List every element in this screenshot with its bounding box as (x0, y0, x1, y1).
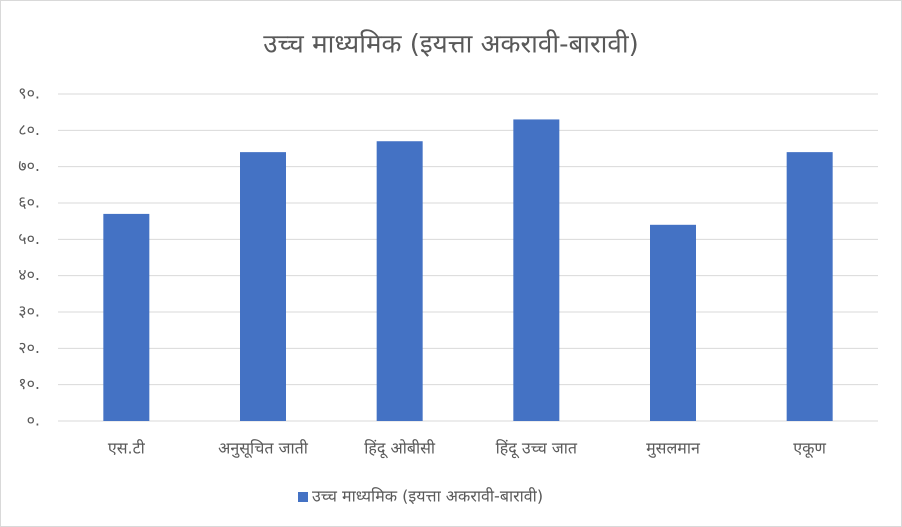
legend-swatch (298, 492, 308, 502)
bar (376, 141, 423, 421)
y-tick-label: ९०. (18, 84, 40, 103)
bar (650, 224, 696, 421)
chart-title: उच्च माध्यमिक (इयत्ता अकरावी-बारावी) (263, 29, 639, 60)
bar (513, 119, 560, 421)
y-tick-label: २०. (18, 338, 40, 357)
y-tick-label: १०. (18, 374, 40, 393)
bar (240, 152, 286, 421)
x-tick-label: एकूण (793, 439, 826, 459)
x-tick-label: अनुसूचित जाती (218, 439, 309, 459)
y-tick-label: ५०. (18, 229, 40, 248)
legend-label: उच्च माध्यमिक (इयत्ता अकरावी-बारावी) (312, 487, 543, 506)
y-tick-label: ०. (27, 411, 40, 430)
x-tick-label: हिंदू ओबीसी (364, 439, 436, 459)
y-tick-label: ७०. (18, 156, 40, 175)
y-tick-label: ३०. (18, 302, 40, 321)
bar (103, 213, 150, 421)
x-tick-label: मुसलमान (646, 439, 701, 459)
y-tick-label: ८०. (18, 120, 40, 139)
bar (786, 152, 833, 421)
y-tick-label: ४०. (18, 265, 40, 284)
x-tick-label: एस.टी (108, 439, 146, 458)
y-tick-label: ६०. (18, 193, 40, 212)
x-tick-label: हिंदू उच्च जात (496, 439, 578, 459)
